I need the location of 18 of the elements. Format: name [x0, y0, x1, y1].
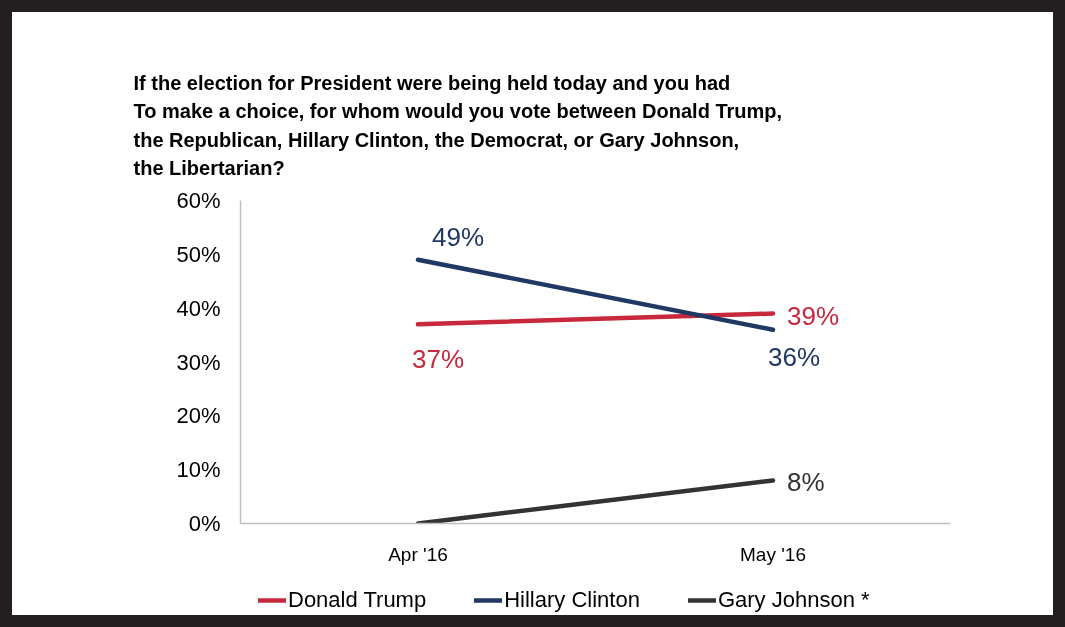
- y-tick-label: 30%: [176, 349, 221, 375]
- data-label: 36%: [768, 341, 821, 372]
- legend-label: Donald Trump: [288, 587, 427, 613]
- y-tick-label: 60%: [176, 188, 221, 213]
- y-tick-label: 10%: [176, 457, 221, 483]
- chart-title: If the election for President were being held today and you had To make a choice, for whom would you vote between Donald Trump, the Republican, Hillary Clinton, the Democrat, or Gary Johnson, the Libertarian?: [133, 71, 783, 180]
- x-tick-label: Apr '16: [388, 543, 448, 565]
- y-tick-label: 50%: [176, 241, 221, 267]
- data-label: 39%: [787, 300, 840, 331]
- legend-label: Gary Johnson *: [717, 587, 870, 613]
- y-tick-label: 0%: [188, 511, 221, 536]
- data-label: 8%: [787, 467, 825, 498]
- y-tick-label: 20%: [176, 403, 221, 429]
- legend-label: Hillary Clinton: [504, 587, 640, 613]
- data-label: 37%: [412, 344, 465, 375]
- x-tick-label: May '16: [740, 543, 806, 565]
- data-label: 49%: [432, 221, 485, 252]
- y-tick-label: 40%: [176, 295, 221, 321]
